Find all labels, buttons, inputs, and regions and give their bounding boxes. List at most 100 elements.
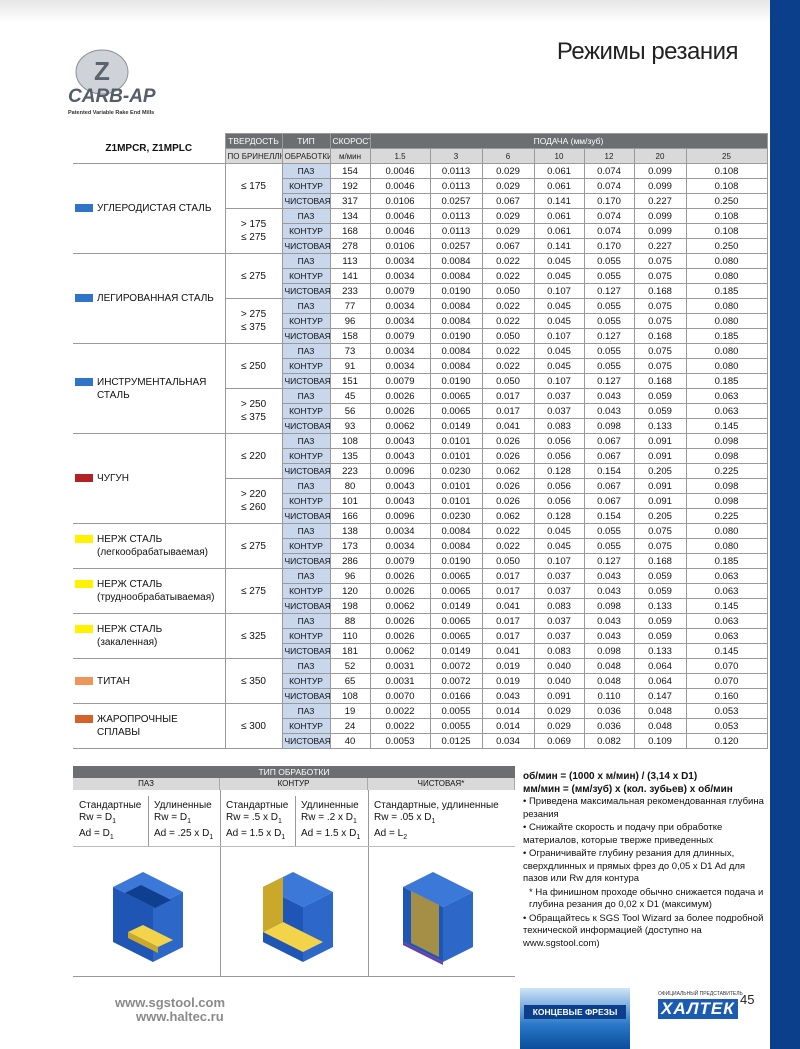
material-text: (легкообрабатываемая) [97, 547, 208, 558]
feed-cell: 0.091 [533, 688, 585, 704]
material-text: (труднообрабатываемая) [97, 592, 215, 603]
feed-cell: 0.063 [685, 628, 768, 644]
material-text: УГЛЕРОДИСТАЯ СТАЛЬ [97, 203, 212, 214]
ops-label: Стандартные, удлиненные [374, 800, 499, 811]
data-row: НЕРЖ СТАЛЬ (легкообрабатываемая) ≤ 275 ПАЗ 1… [73, 523, 768, 569]
feed-cell: 0.043 [583, 568, 635, 584]
feed-cell: 0.050 [481, 553, 535, 569]
type-cell: ЧИСТОВАЯ [281, 688, 331, 704]
logo-shape [75, 49, 129, 95]
feed-cell: 0.037 [533, 388, 585, 404]
type-cell: КОНТУР [281, 178, 331, 194]
feed-cell: 0.0084 [429, 268, 483, 284]
side-bar [770, 0, 800, 1049]
type-cell: ЧИСТОВАЯ [281, 598, 331, 614]
feed-cell: 0.0084 [429, 523, 483, 539]
ops-label: Стандартные [79, 800, 142, 811]
feed-cell: 0.064 [633, 658, 687, 674]
speed-cell: 138 [329, 523, 371, 539]
feed-cell: 0.045 [533, 358, 585, 374]
feed-cell: 0.154 [583, 463, 635, 479]
type-cell: ЧИСТОВАЯ [281, 643, 331, 659]
header-cell: ПОДАЧА (мм/зуб) [369, 133, 768, 149]
rep-label: ОФИЦИАЛЬНЫЙ ПРЕДСТАВИТЕЛЬ [658, 991, 743, 997]
param-text: Ad = L [374, 828, 404, 839]
type-cell: ПАЗ [281, 613, 331, 629]
data-row: ЛЕГИРОВАННАЯ СТАЛЬ ≤ 275 ПАЗ 113 0.0034 0.008… [73, 253, 768, 344]
feed-cell: 0.0022 [369, 718, 431, 734]
data-row: КОНТУР 173 0.0034 0.0084 0.022 0.045 0.055 0.07… [73, 538, 768, 554]
feed-cell: 0.107 [533, 373, 585, 389]
feed-cell: 0.045 [533, 343, 585, 359]
feed-cell: 0.053 [685, 718, 768, 734]
footer-site: www.sgstool.com [115, 995, 226, 1010]
material-cell: ИНСТРУМЕНТАЛЬНАЯ СТАЛЬ [73, 343, 226, 434]
feed-cell: 0.036 [583, 718, 635, 734]
feed-cell: 0.127 [583, 373, 635, 389]
material-text: НЕРЖ СТАЛЬ (закаленная) [97, 624, 163, 648]
feed-cell: 0.063 [685, 613, 768, 629]
header-cell: ТИП [281, 133, 331, 149]
data-row: ТИТАН ≤ 350 ПАЗ 52 0.0031 0.0072 0.019 0.040 0.0… [73, 658, 768, 704]
ops-param: Ad = D1 [79, 828, 219, 844]
feed-cell: 0.0070 [369, 688, 431, 704]
speed-cell: 52 [329, 658, 371, 674]
diameter-cell: 10 [533, 148, 585, 164]
feed-cell: 0.0034 [369, 253, 431, 269]
data-row: ЖАРОПРОЧНЫЕ СПЛАВЫ ≤ 300 ПАЗ 19 0.0022 0.0055… [73, 703, 768, 749]
speed-cell: 101 [329, 493, 371, 509]
param-text: Rw = .5 x D [226, 812, 278, 823]
feed-cell: 0.045 [533, 253, 585, 269]
feed-cell: 0.141 [533, 238, 585, 254]
speed-cell: 278 [329, 238, 371, 254]
subheader-cell: ПО БРИНЕЛЛЮ [224, 148, 283, 164]
feed-cell: 0.225 [685, 508, 768, 524]
hardness-cell: ≤ 350 [224, 658, 283, 704]
speed-cell: 154 [329, 163, 371, 179]
material-cell: ЛЕГИРОВАННАЯ СТАЛЬ [73, 253, 226, 344]
hardness-cell: > 275 ≤ 375 [224, 298, 283, 344]
data-row: > 175 ≤ 275 ПАЗ 134 0.0046 0.0113 0.029 0.061 0.… [73, 208, 768, 254]
feed-cell: 0.050 [481, 373, 535, 389]
feed-cell: 0.075 [633, 523, 687, 539]
material-swatch [75, 377, 93, 386]
material-cell: НЕРЖ СТАЛЬ (труднообрабатываемая) [73, 568, 226, 614]
feed-cell: 0.145 [685, 643, 768, 659]
type-cell: ЧИСТОВАЯ [281, 733, 331, 749]
speed-cell: 120 [329, 583, 371, 599]
material-text: ЛЕГИРОВАННАЯ СТАЛЬ [97, 293, 214, 304]
feed-cell: 0.108 [685, 163, 768, 179]
material-swatch [75, 535, 93, 543]
hardness-text: ≤ 250 [241, 360, 266, 372]
subheader-cell: ОБРАБОТКИ [281, 148, 331, 164]
feed-cell: 0.0101 [429, 493, 483, 509]
note-item: • Снижайте скорость и подачу при обработ… [523, 822, 723, 846]
material-name: (труднообрабатываемая) [75, 591, 223, 604]
feed-cell: 0.0149 [429, 643, 483, 659]
feed-cell: 0.154 [583, 508, 635, 524]
material-text: ЖАРОПРОЧНЫЕ СПЛАВЫ [97, 714, 178, 738]
data-row: ЧИСТОВАЯ 40 0.0053 0.0125 0.034 0.069 0.082 0.1… [73, 733, 768, 749]
data-row: ЧУГУН ≤ 220 ПАЗ 108 0.0043 0.0101 0.026 0.056 0.… [73, 433, 768, 524]
feed-cell: 0.0043 [369, 433, 431, 449]
speed-cell: 110 [329, 628, 371, 644]
hardness-cell: ≤ 275 [224, 523, 283, 569]
slot-cube [113, 872, 183, 962]
feed-cell: 0.017 [481, 583, 535, 599]
feed-cell: 0.227 [633, 238, 687, 254]
type-cell: КОНТУР [281, 493, 331, 509]
type-cell: ПАЗ [281, 388, 331, 404]
feed-cell: 0.017 [481, 403, 535, 419]
ops-label: Удлиненные [154, 800, 212, 811]
type-cell: ПАЗ [281, 163, 331, 179]
data-row: ЧИСТОВАЯ 181 0.0062 0.0149 0.041 0.083 0.098 0.… [73, 643, 768, 659]
feed-cell: 0.0034 [369, 343, 431, 359]
feed-cell: 0.098 [685, 478, 768, 494]
feed-cell: 0.037 [533, 628, 585, 644]
material-name: ЖАРОПРОЧНЫЕ СПЛАВЫ [75, 713, 223, 739]
material-name: ИНСТРУМЕНТАЛЬНАЯ [75, 376, 223, 389]
feed-cell: 0.019 [481, 658, 535, 674]
hardness-text: ≤ 260 [241, 502, 266, 513]
top-band [0, 0, 770, 22]
material-text: СТАЛЬ [97, 389, 130, 401]
